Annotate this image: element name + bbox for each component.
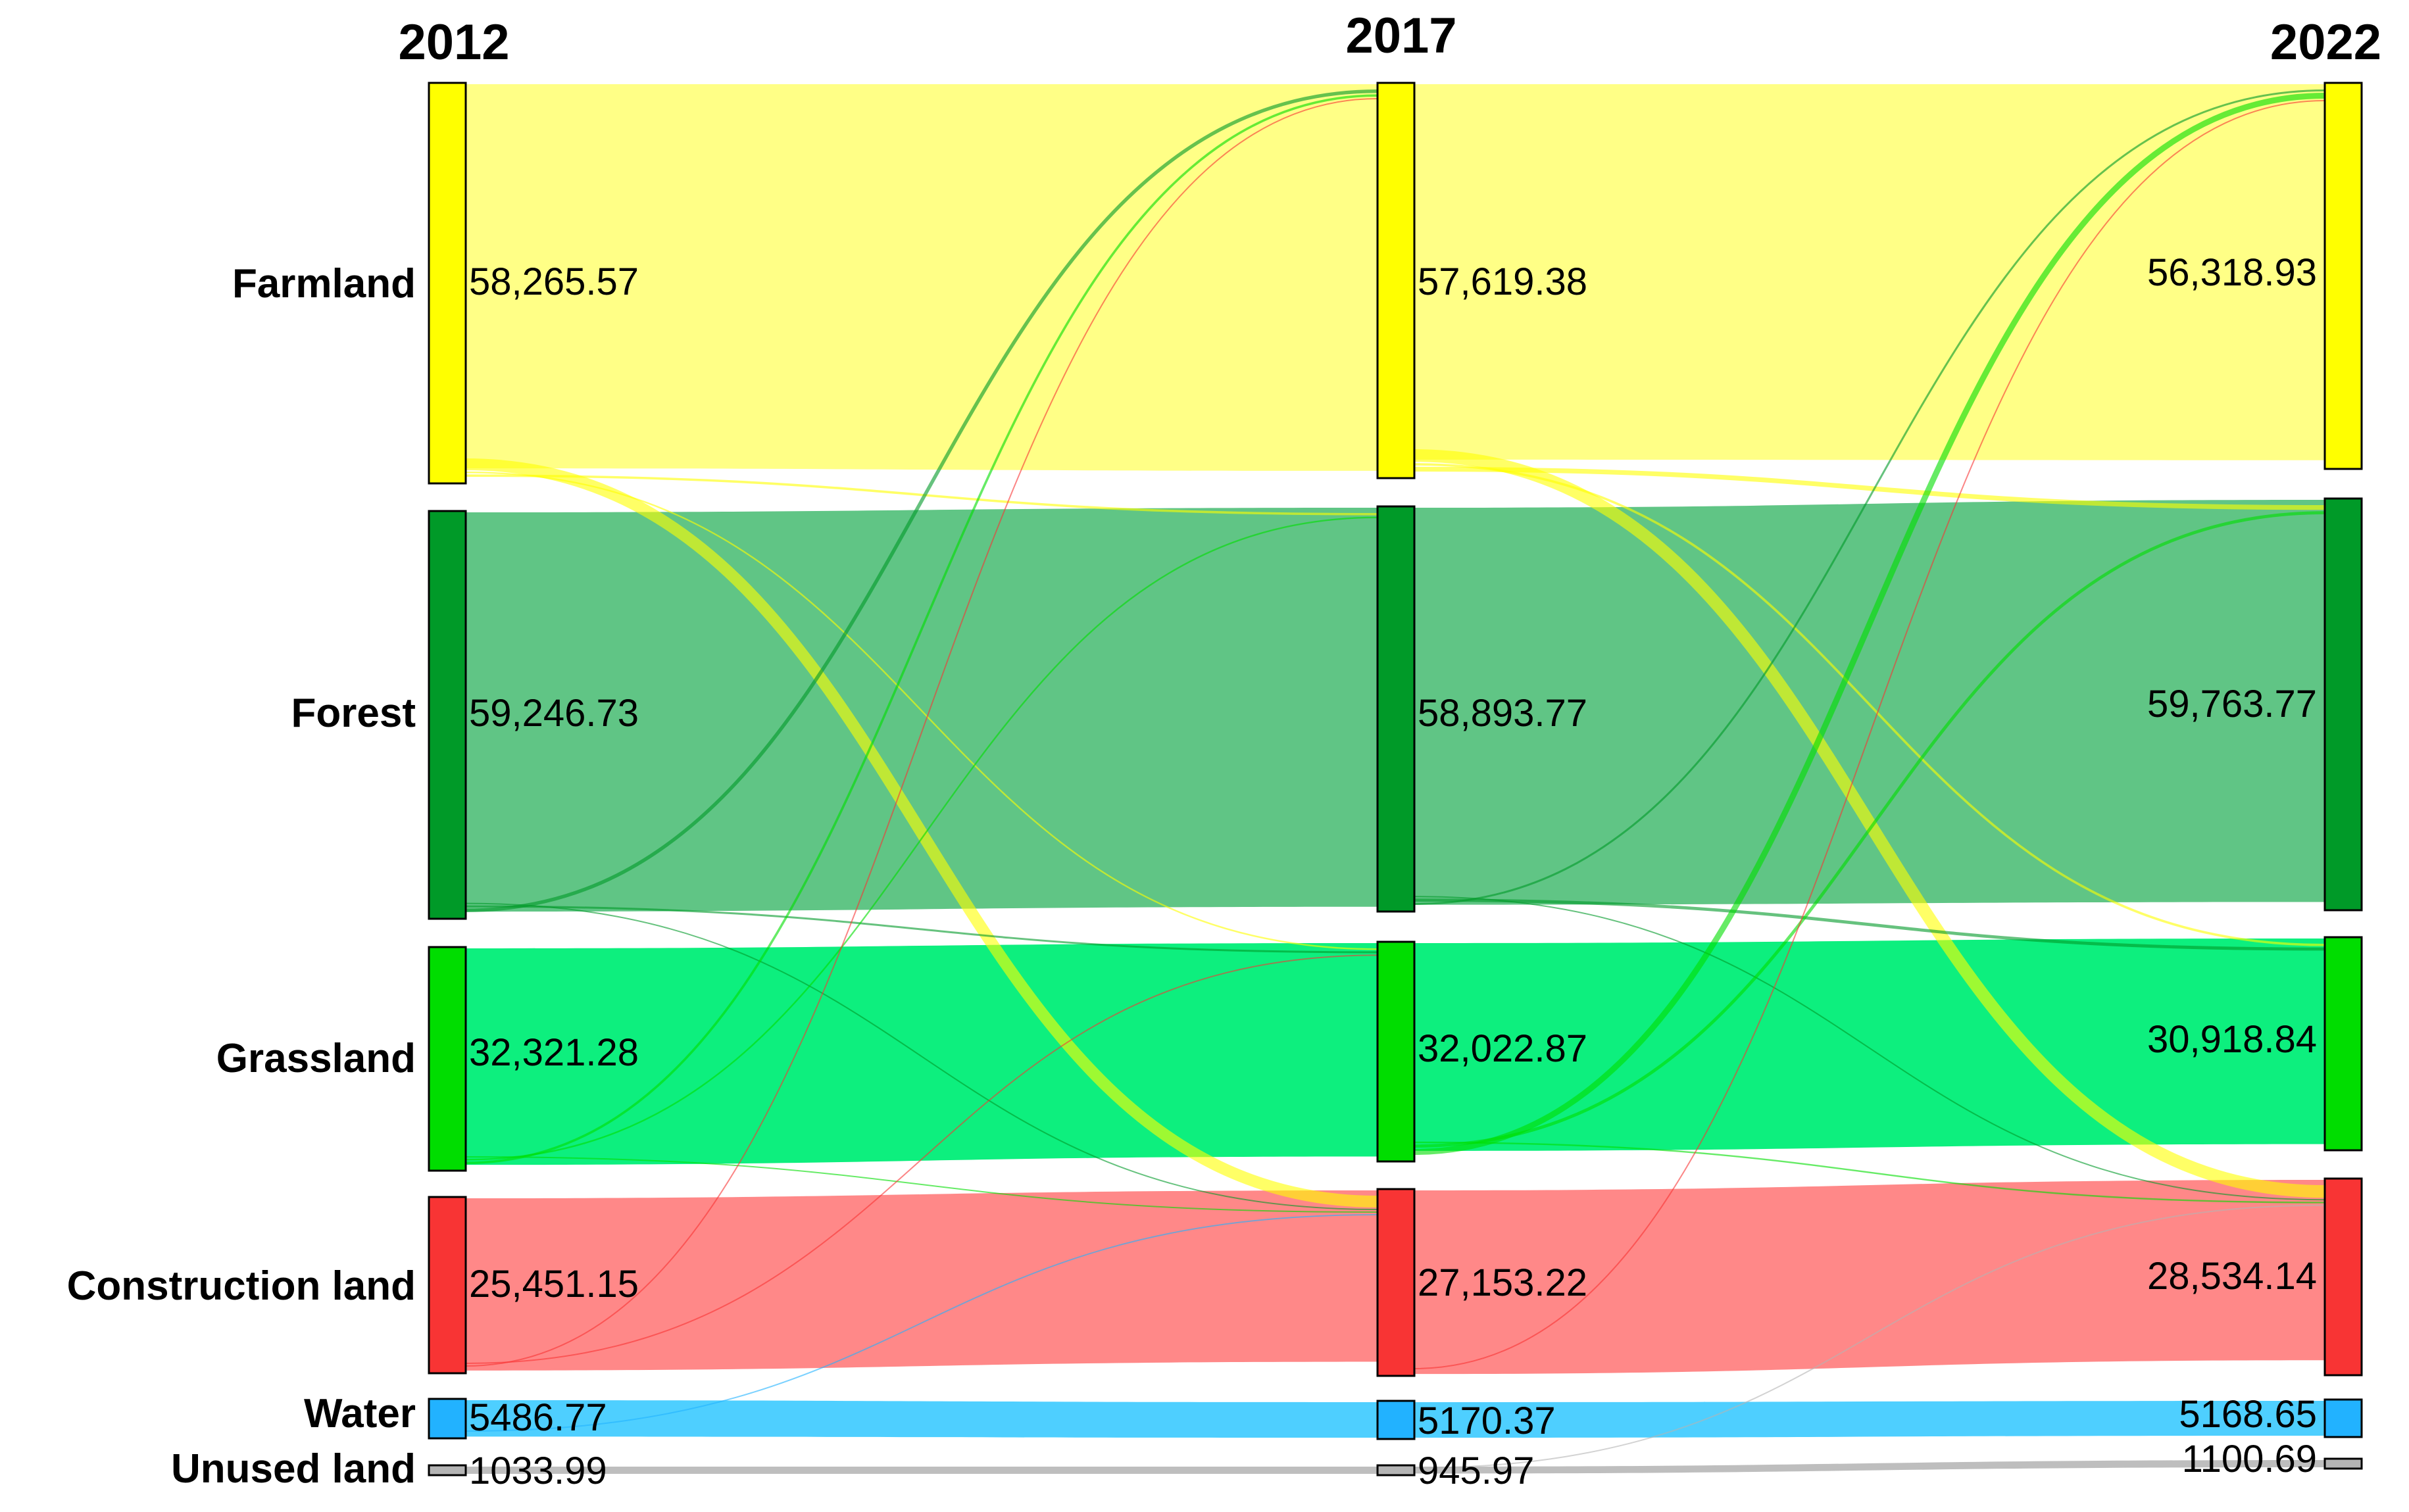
node-forest-2017 (1376, 505, 1416, 913)
transfer-farmland-to-construction-land-2012-2017 (465, 458, 1378, 1207)
transfer-grassland-to-farmland-2012-2017 (465, 94, 1378, 1164)
transfer-grassland-to-construction-land-2012-2017 (465, 1156, 1378, 1213)
node-grassland-2022 (2323, 936, 2363, 1152)
transfer-unused-land-to-construction-land-2017-2022 (1414, 1204, 2325, 1469)
flow-water-2017-2022 (1414, 1401, 2325, 1438)
node-grassland-2012 (428, 946, 467, 1172)
transfer-water-to-construction-land-2012-2017 (465, 1214, 1378, 1432)
transfer-grassland-to-construction-land-2017-2022 (1414, 1141, 2325, 1204)
value-label-construction-land-2012: 25,451.15 (469, 1263, 639, 1305)
transfer-farmland-to-construction-land-2017-2022 (1414, 449, 2325, 1198)
nodes-layer (428, 82, 2363, 1476)
node-unused-land-2017 (1376, 1464, 1416, 1476)
value-label-water-2017: 5170.37 (1418, 1400, 1556, 1442)
year-label-2012: 2012 (398, 14, 509, 70)
transfer-construction-land-to-farmland-2017-2022 (1414, 100, 2325, 1369)
value-label-grassland-2012: 32,321.28 (469, 1031, 639, 1074)
flow-unused-land-2012-2017 (466, 1467, 1378, 1474)
transfer-grassland-to-farmland-2017-2022 (1414, 93, 2325, 1155)
node-farmland-2022 (2323, 82, 2363, 470)
transfer-forest-to-grassland-2012-2017 (465, 905, 1378, 954)
transfer-forest-to-construction-land-2012-2017 (465, 902, 1378, 1210)
value-label-water-2012: 5486.77 (469, 1396, 607, 1439)
node-farmland-2017 (1376, 82, 1416, 479)
category-label-forest: Forest (291, 691, 416, 736)
value-label-unused-land-2022: 1100.69 (2182, 1438, 2317, 1480)
value-label-water-2022: 5168.65 (2179, 1393, 2317, 1436)
category-label-unused-land: Unused land (171, 1446, 416, 1492)
flow-water-2012-2017 (466, 1400, 1378, 1438)
flows-layer (465, 84, 2325, 1474)
category-label-farmland: Farmland (232, 261, 416, 306)
value-label-unused-land-2017: 945.97 (1418, 1450, 1534, 1492)
node-water-2012 (428, 1398, 467, 1440)
flow-farmland-2012-2017 (466, 84, 1378, 471)
value-label-construction-land-2022: 28,534.14 (2147, 1255, 2317, 1298)
flow-construction-land-2017-2022 (1414, 1180, 2325, 1375)
value-label-forest-2022: 59,763.77 (2147, 683, 2317, 725)
transfer-farmland-to-grassland-2012-2017 (465, 472, 1378, 950)
transfer-grassland-to-forest-2017-2022 (1414, 511, 2325, 1148)
value-label-farmland-2012: 58,265.57 (469, 260, 639, 303)
node-forest-2022 (2323, 497, 2363, 912)
transfer-farmland-to-forest-2017-2022 (1414, 466, 2325, 510)
node-construction-land-2012 (428, 1196, 467, 1375)
flow-farmland-2017-2022 (1414, 84, 2325, 460)
node-water-2022 (2323, 1398, 2363, 1438)
value-label-forest-2012: 59,246.73 (469, 692, 639, 735)
node-construction-land-2022 (2323, 1177, 2363, 1377)
value-label-farmland-2022: 56,318.93 (2147, 251, 2317, 294)
transfer-construction-land-to-grassland-2012-2017 (465, 954, 1378, 1364)
value-label-unused-land-2012: 1033.99 (469, 1450, 607, 1492)
value-label-grassland-2022: 30,918.84 (2147, 1018, 2317, 1061)
node-construction-land-2017 (1376, 1188, 1416, 1377)
category-label-grassland: Grassland (216, 1036, 416, 1081)
year-label-2022: 2022 (2270, 14, 2381, 70)
value-label-grassland-2017: 32,022.87 (1418, 1027, 1587, 1070)
flow-unused-land-2017-2022 (1414, 1460, 2325, 1474)
node-farmland-2012 (428, 82, 467, 485)
transfer-forest-to-farmland-2012-2017 (465, 89, 1378, 912)
category-label-water: Water (304, 1391, 416, 1436)
value-label-construction-land-2017: 27,153.22 (1418, 1261, 1587, 1304)
category-label-construction-land: Construction land (67, 1263, 416, 1309)
node-unused-land-2012 (428, 1464, 467, 1476)
node-forest-2012 (428, 510, 467, 920)
flow-grassland-2017-2022 (1414, 939, 2325, 1151)
value-label-farmland-2017: 57,619.38 (1418, 260, 1587, 303)
node-unused-land-2022 (2323, 1457, 2363, 1470)
transfer-construction-land-to-farmland-2012-2017 (465, 98, 1378, 1367)
transfer-forest-to-construction-land-2017-2022 (1414, 896, 2325, 1201)
value-label-forest-2017: 58,893.77 (1418, 692, 1587, 735)
flow-forest-2017-2022 (1414, 500, 2325, 905)
transfer-forest-to-farmland-2017-2022 (1414, 89, 2325, 905)
year-label-2017: 2017 (1345, 8, 1456, 64)
node-water-2017 (1376, 1400, 1416, 1440)
transfer-grassland-to-forest-2012-2017 (465, 516, 1378, 1161)
transfer-farmland-to-forest-2012-2017 (465, 474, 1378, 516)
node-grassland-2017 (1376, 940, 1416, 1163)
flow-construction-land-2012-2017 (466, 1190, 1378, 1371)
transfer-forest-to-grassland-2017-2022 (1414, 898, 2325, 951)
